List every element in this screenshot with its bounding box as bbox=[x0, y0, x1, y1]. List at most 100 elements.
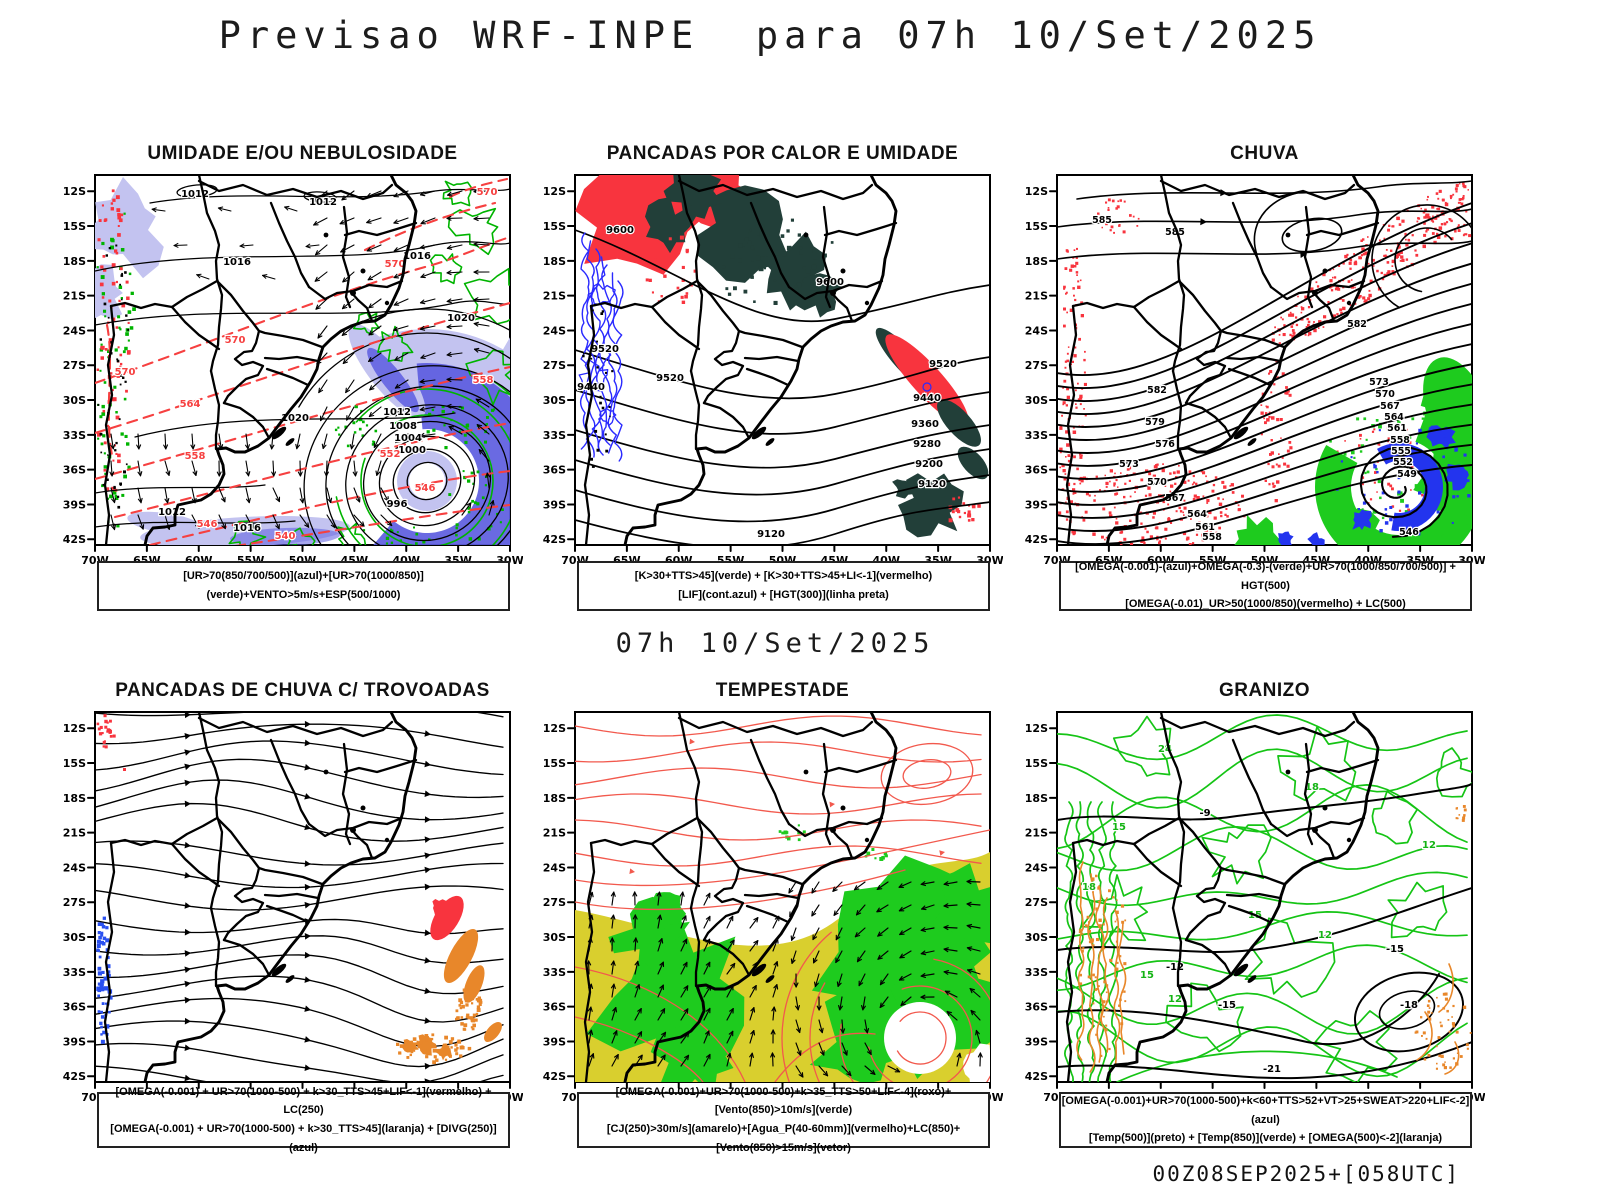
caption-chuva: [OMEGA(-0.001)-(azul)+OMEGA(-0.3)-(verde… bbox=[1059, 561, 1472, 611]
svg-text:36S: 36S bbox=[1025, 1001, 1048, 1014]
caption-pancadas-calor: [K>30+TTS>45](verde) + [K>30+TTS>45+LI<-… bbox=[577, 561, 990, 611]
map-art bbox=[575, 712, 990, 1082]
valid-time-label: 07h 10/Set/2025 bbox=[615, 628, 935, 659]
svg-text:27S: 27S bbox=[1025, 359, 1048, 372]
svg-text:9440: 9440 bbox=[913, 393, 941, 404]
page-title: Previsao WRF-INPE para 07h 10/Set/2025 bbox=[218, 14, 1322, 57]
svg-text:24S: 24S bbox=[543, 324, 566, 337]
svg-text:564: 564 bbox=[180, 399, 201, 410]
svg-text:549: 549 bbox=[1397, 469, 1417, 480]
svg-text:558: 558 bbox=[473, 375, 494, 386]
caption-line: [OMEGA(-0.001)-(azul)+OMEGA(-0.3)-(verde… bbox=[1075, 560, 1456, 592]
panel-tempestade: TEMPESTADE 12S 15S 18S 21S 24S 27S 30S 33S 36S 39… bbox=[533, 678, 1003, 1200]
svg-text:570: 570 bbox=[225, 335, 246, 346]
svg-text:-15: -15 bbox=[1218, 1000, 1236, 1011]
svg-text:21S: 21S bbox=[1025, 290, 1048, 303]
panel-umidade: UMIDADE E/OU NEBULOSIDADE 12S 15S 18S 21S 24… bbox=[53, 141, 523, 681]
svg-text:39S: 39S bbox=[63, 498, 86, 511]
svg-text:42S: 42S bbox=[1025, 533, 1048, 546]
panel-title-trovoadas: PANCADAS DE CHUVA C/ TROVOADAS bbox=[115, 680, 490, 701]
svg-text:39S: 39S bbox=[543, 498, 566, 511]
panel-title-pancadas-calor: PANCADAS POR CALOR E UMIDADE bbox=[606, 143, 959, 164]
svg-text:42S: 42S bbox=[543, 1070, 566, 1083]
svg-text:39S: 39S bbox=[63, 1035, 86, 1048]
svg-text:585: 585 bbox=[1092, 215, 1112, 226]
caption-tempestade: [OMEGA(-0.001)+UR>70(1000-500)+k>35_TTS>… bbox=[577, 1086, 990, 1154]
basemap bbox=[1065, 712, 1380, 1082]
map-granizo: 12S15S18S21S24S27S30S33S36S39S42S70W65W6… bbox=[1025, 711, 1485, 1104]
svg-text:39S: 39S bbox=[1025, 1035, 1048, 1048]
svg-text:570: 570 bbox=[385, 259, 406, 270]
svg-text:570: 570 bbox=[115, 367, 136, 378]
svg-text:564: 564 bbox=[1384, 412, 1404, 423]
svg-text:27S: 27S bbox=[543, 359, 566, 372]
svg-text:-12: -12 bbox=[1166, 962, 1184, 973]
basemap bbox=[583, 712, 898, 1082]
svg-text:15: 15 bbox=[1140, 970, 1154, 981]
svg-text:570: 570 bbox=[477, 187, 498, 198]
svg-text:33S: 33S bbox=[543, 966, 566, 979]
svg-text:1004: 1004 bbox=[394, 433, 422, 444]
svg-text:552: 552 bbox=[380, 449, 401, 460]
svg-text:12: 12 bbox=[1168, 994, 1182, 1005]
svg-text:1016: 1016 bbox=[233, 523, 261, 534]
svg-text:18: 18 bbox=[1305, 782, 1319, 793]
panel-title-umidade: UMIDADE E/OU NEBULOSIDADE bbox=[147, 143, 458, 164]
svg-text:9600: 9600 bbox=[816, 277, 844, 288]
svg-text:18S: 18S bbox=[63, 792, 86, 805]
svg-text:36S: 36S bbox=[63, 464, 86, 477]
svg-text:546: 546 bbox=[197, 519, 218, 530]
panel-title-chuva: CHUVA bbox=[1230, 143, 1299, 164]
caption-granizo: [OMEGA(-0.001)+UR>70(1000-500)+k<60+TTS>… bbox=[1059, 1092, 1472, 1148]
svg-text:9520: 9520 bbox=[929, 359, 957, 370]
svg-text:18S: 18S bbox=[543, 792, 566, 805]
svg-text:30S: 30S bbox=[1025, 394, 1048, 407]
svg-text:1000: 1000 bbox=[398, 445, 426, 456]
caption-line: [OMEGA(-0.001) + UR>70(1000-500) + k>30_… bbox=[110, 1123, 497, 1154]
caption-line: [OMEGA(-0.001)+UR>70(1000-500)+k<60+TTS>… bbox=[1061, 1094, 1470, 1126]
svg-text:579: 579 bbox=[1145, 417, 1165, 428]
svg-text:1016: 1016 bbox=[403, 251, 431, 262]
svg-text:15S: 15S bbox=[1025, 757, 1048, 770]
svg-text:9120: 9120 bbox=[757, 529, 785, 540]
svg-text:561: 561 bbox=[1387, 423, 1407, 434]
svg-text:552: 552 bbox=[1393, 457, 1413, 468]
svg-text:36S: 36S bbox=[543, 464, 566, 477]
map-art bbox=[95, 712, 504, 1082]
svg-text:9120: 9120 bbox=[918, 479, 946, 490]
map-umidade: 12S15S18S21S24S27S30S33S36S39S42S70W65W6… bbox=[63, 174, 523, 567]
svg-text:-9: -9 bbox=[1199, 808, 1210, 819]
svg-text:21S: 21S bbox=[543, 827, 566, 840]
map-chuva: 12S15S18S21S24S27S30S33S36S39S42S70W65W6… bbox=[1025, 174, 1485, 567]
svg-text:573: 573 bbox=[1369, 377, 1389, 388]
svg-text:1020: 1020 bbox=[447, 313, 475, 324]
svg-text:21S: 21S bbox=[63, 290, 86, 303]
svg-text:18S: 18S bbox=[63, 255, 86, 268]
panel-trovoadas: PANCADAS DE CHUVA C/ TROVOADAS 12S 15S 18S… bbox=[53, 678, 523, 1200]
svg-text:24S: 24S bbox=[1025, 861, 1048, 874]
axes: 12S15S18S21S24S27S30S33S36S39S42S70W65W6… bbox=[63, 711, 523, 1104]
svg-text:546: 546 bbox=[415, 483, 436, 494]
caption-line: [UR>70(850/700/500)](azul)+[UR>70(1000/8… bbox=[183, 570, 424, 601]
svg-text:33S: 33S bbox=[1025, 429, 1048, 442]
svg-text:12S: 12S bbox=[63, 185, 86, 198]
svg-text:30S: 30S bbox=[543, 394, 566, 407]
svg-text:12S: 12S bbox=[543, 185, 566, 198]
svg-text:15: 15 bbox=[1112, 822, 1126, 833]
svg-text:-18: -18 bbox=[1400, 1000, 1418, 1011]
svg-text:573: 573 bbox=[1119, 459, 1139, 470]
caption-line: [OMEGA(-0.001) + UR>70(1000-500) + k>30_… bbox=[115, 1085, 492, 1117]
svg-text:-21: -21 bbox=[1263, 1064, 1281, 1075]
svg-text:33S: 33S bbox=[63, 429, 86, 442]
svg-text:18S: 18S bbox=[543, 255, 566, 268]
caption-umidade: [UR>70(850/700/500)](azul)+[UR>70(1000/8… bbox=[97, 561, 510, 611]
map-art: 9600960095209520952094409440936092809200… bbox=[575, 175, 990, 545]
svg-text:15S: 15S bbox=[543, 757, 566, 770]
svg-text:9360: 9360 bbox=[911, 419, 939, 430]
svg-text:27S: 27S bbox=[543, 896, 566, 909]
svg-text:30S: 30S bbox=[63, 931, 86, 944]
panel-pancadas-calor: PANCADAS POR CALOR E UMIDADE 12S 15S 18S 21… bbox=[533, 141, 1003, 681]
svg-text:996: 996 bbox=[387, 499, 408, 510]
svg-text:24S: 24S bbox=[1025, 324, 1048, 337]
